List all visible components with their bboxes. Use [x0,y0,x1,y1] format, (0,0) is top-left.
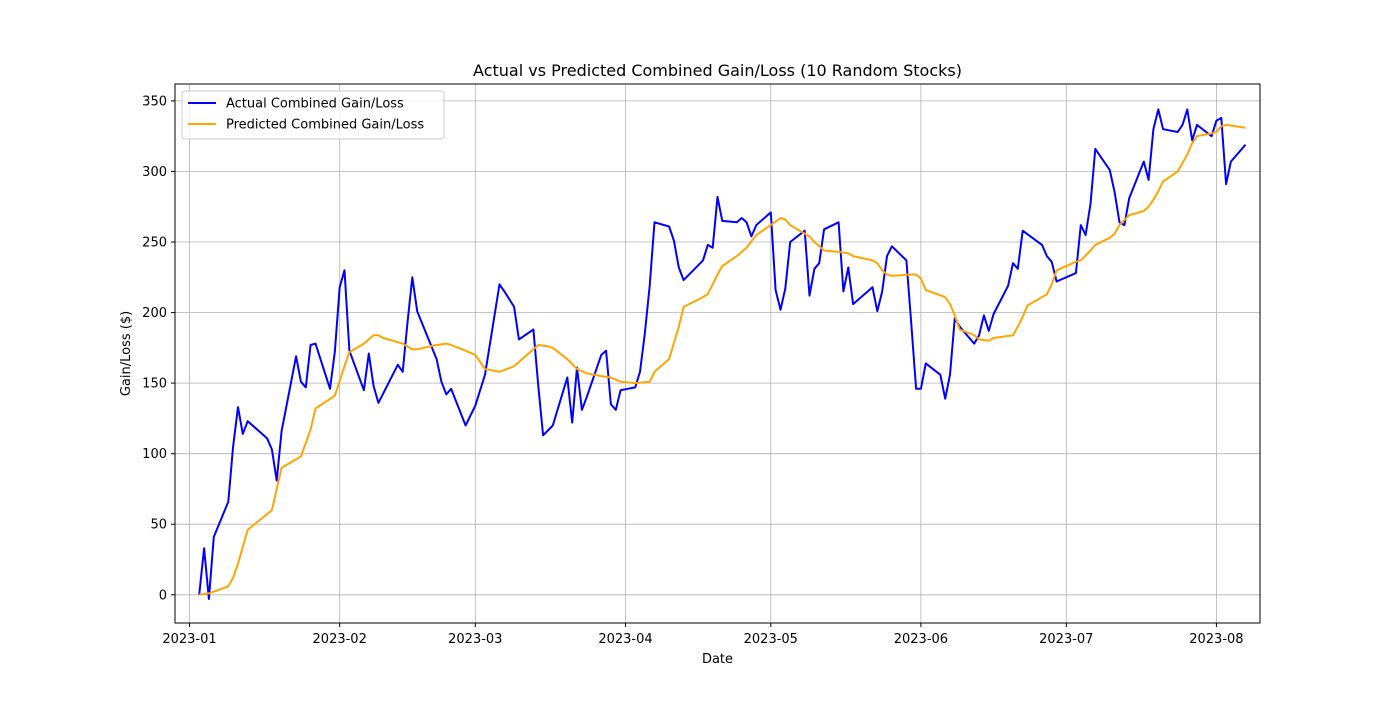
axes-frame [174,83,1261,624]
x-tick-label: 2023-04 [598,632,652,647]
x-tick-label: 2023-05 [744,632,798,647]
axis-ticks: 2023-01 2023-02 2023-03 2023-04 2023-05 2023-… [142,94,1243,647]
y-tick-label: 200 [142,306,167,321]
series-layer [198,108,1247,600]
predicted-series-line [199,123,1246,596]
chart-title: Actual vs Predicted Combined Gain/Loss (… [473,61,962,80]
legend-label-actual: Actual Combined Gain/Loss [226,97,404,112]
y-tick-label: 350 [142,94,167,109]
y-tick-label: 50 [150,518,167,533]
x-tick-label: 2023-01 [162,632,216,647]
y-tick-label: 100 [142,447,167,462]
x-tick-label: 2023-06 [894,632,948,647]
legend-box [181,90,445,140]
x-axis-label: Date [702,652,733,667]
x-tick-label: 2023-03 [448,632,502,647]
y-axis-label: Gain/Loss ($) [119,311,134,396]
y-tick-label: 150 [142,377,167,392]
y-tick-label: 0 [159,588,167,603]
y-tick-label: 250 [142,236,167,251]
legend: Actual Combined Gain/Loss Predicted Comb… [181,90,445,140]
grid [175,84,1260,623]
y-tick-label: 300 [142,165,167,180]
actual-series-line [198,108,1247,600]
x-tick-label: 2023-08 [1189,632,1243,647]
x-tick-label: 2023-07 [1039,632,1093,647]
x-tick-label: 2023-02 [313,632,367,647]
legend-label-predicted: Predicted Combined Gain/Loss [226,118,424,133]
